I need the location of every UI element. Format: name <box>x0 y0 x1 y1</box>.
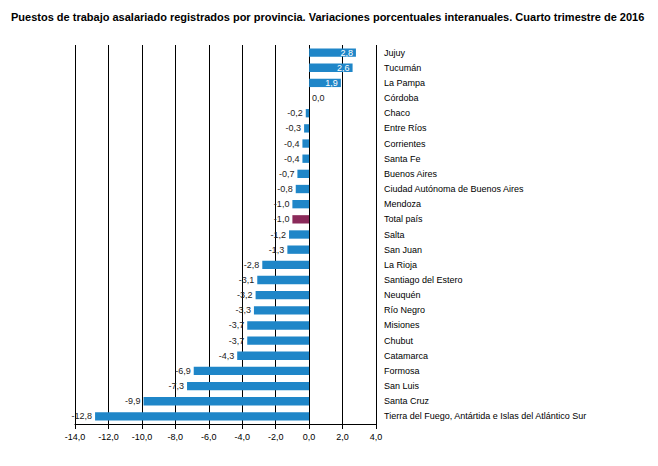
svg-text:-2,8: -2,8 <box>244 260 260 270</box>
svg-text:-0,8: -0,8 <box>277 184 293 194</box>
svg-text:-0,7: -0,7 <box>279 169 295 179</box>
svg-text:0,0: 0,0 <box>303 432 316 442</box>
svg-text:Corrientes: Corrientes <box>384 139 426 149</box>
svg-text:-8,0: -8,0 <box>168 432 184 442</box>
svg-text:-4,3: -4,3 <box>219 351 235 361</box>
svg-text:San Juan: San Juan <box>384 245 422 255</box>
svg-text:Salta: Salta <box>384 230 405 240</box>
svg-text:Chubut: Chubut <box>384 336 414 346</box>
svg-text:Total país: Total país <box>384 214 423 224</box>
svg-text:-9,9: -9,9 <box>125 396 141 406</box>
svg-text:1,9: 1,9 <box>325 78 338 88</box>
svg-text:Córdoba: Córdoba <box>384 93 419 103</box>
svg-text:La Rioja: La Rioja <box>384 260 417 270</box>
svg-text:Catamarca: Catamarca <box>384 351 428 361</box>
svg-text:Puestos de trabajo asalariado: Puestos de trabajo asalariado registrado… <box>11 11 644 23</box>
svg-text:-0,2: -0,2 <box>287 108 303 118</box>
svg-text:-0,3: -0,3 <box>286 123 302 133</box>
svg-text:4,0: 4,0 <box>370 432 383 442</box>
svg-text:-10,0: -10,0 <box>132 432 153 442</box>
svg-text:-7,3: -7,3 <box>169 381 185 391</box>
svg-text:Tucumán: Tucumán <box>384 63 421 73</box>
svg-text:Formosa: Formosa <box>384 366 420 376</box>
svg-text:Río Negro: Río Negro <box>384 305 425 315</box>
svg-text:-6,0: -6,0 <box>201 432 217 442</box>
svg-text:2,0: 2,0 <box>336 432 349 442</box>
svg-text:-1,0: -1,0 <box>274 199 290 209</box>
svg-text:-2,0: -2,0 <box>268 432 284 442</box>
svg-text:Misiones: Misiones <box>384 320 420 330</box>
svg-text:Neuquén: Neuquén <box>384 290 421 300</box>
svg-text:Mendoza: Mendoza <box>384 199 421 209</box>
svg-text:Entre Ríos: Entre Ríos <box>384 123 427 133</box>
svg-text:2,8: 2,8 <box>340 48 353 58</box>
svg-text:-0,4: -0,4 <box>284 154 300 164</box>
svg-text:-3,3: -3,3 <box>235 305 251 315</box>
svg-text:-3,1: -3,1 <box>239 275 255 285</box>
svg-text:-3,2: -3,2 <box>237 290 253 300</box>
svg-text:-4,0: -4,0 <box>234 432 250 442</box>
svg-text:Tierra del Fuego, Antártida e: Tierra del Fuego, Antártida e Islas del … <box>384 411 586 421</box>
svg-text:-14,0: -14,0 <box>65 432 86 442</box>
svg-text:-0,4: -0,4 <box>284 139 300 149</box>
svg-text:-1,0: -1,0 <box>274 214 290 224</box>
svg-text:-6,9: -6,9 <box>175 366 191 376</box>
svg-text:La Pampa: La Pampa <box>384 78 425 88</box>
svg-text:-12,8: -12,8 <box>72 411 93 421</box>
svg-text:Chaco: Chaco <box>384 108 410 118</box>
svg-text:-1,2: -1,2 <box>271 230 287 240</box>
svg-text:Buenos Aires: Buenos Aires <box>384 169 438 179</box>
svg-text:-12,0: -12,0 <box>98 432 119 442</box>
svg-text:-1,3: -1,3 <box>269 245 285 255</box>
svg-text:San Luis: San Luis <box>384 381 420 391</box>
svg-text:Ciudad Autónoma de Buenos Aire: Ciudad Autónoma de Buenos Aires <box>384 184 524 194</box>
svg-text:-3,7: -3,7 <box>229 336 245 346</box>
svg-text:2,6: 2,6 <box>337 63 350 73</box>
svg-text:Santa Cruz: Santa Cruz <box>384 396 430 406</box>
svg-text:Jujuy: Jujuy <box>384 48 406 58</box>
svg-text:Santa Fe: Santa Fe <box>384 154 421 164</box>
svg-text:0,0: 0,0 <box>312 93 325 103</box>
svg-text:Santiago del Estero: Santiago del Estero <box>384 275 463 285</box>
svg-text:-3,7: -3,7 <box>229 320 245 330</box>
